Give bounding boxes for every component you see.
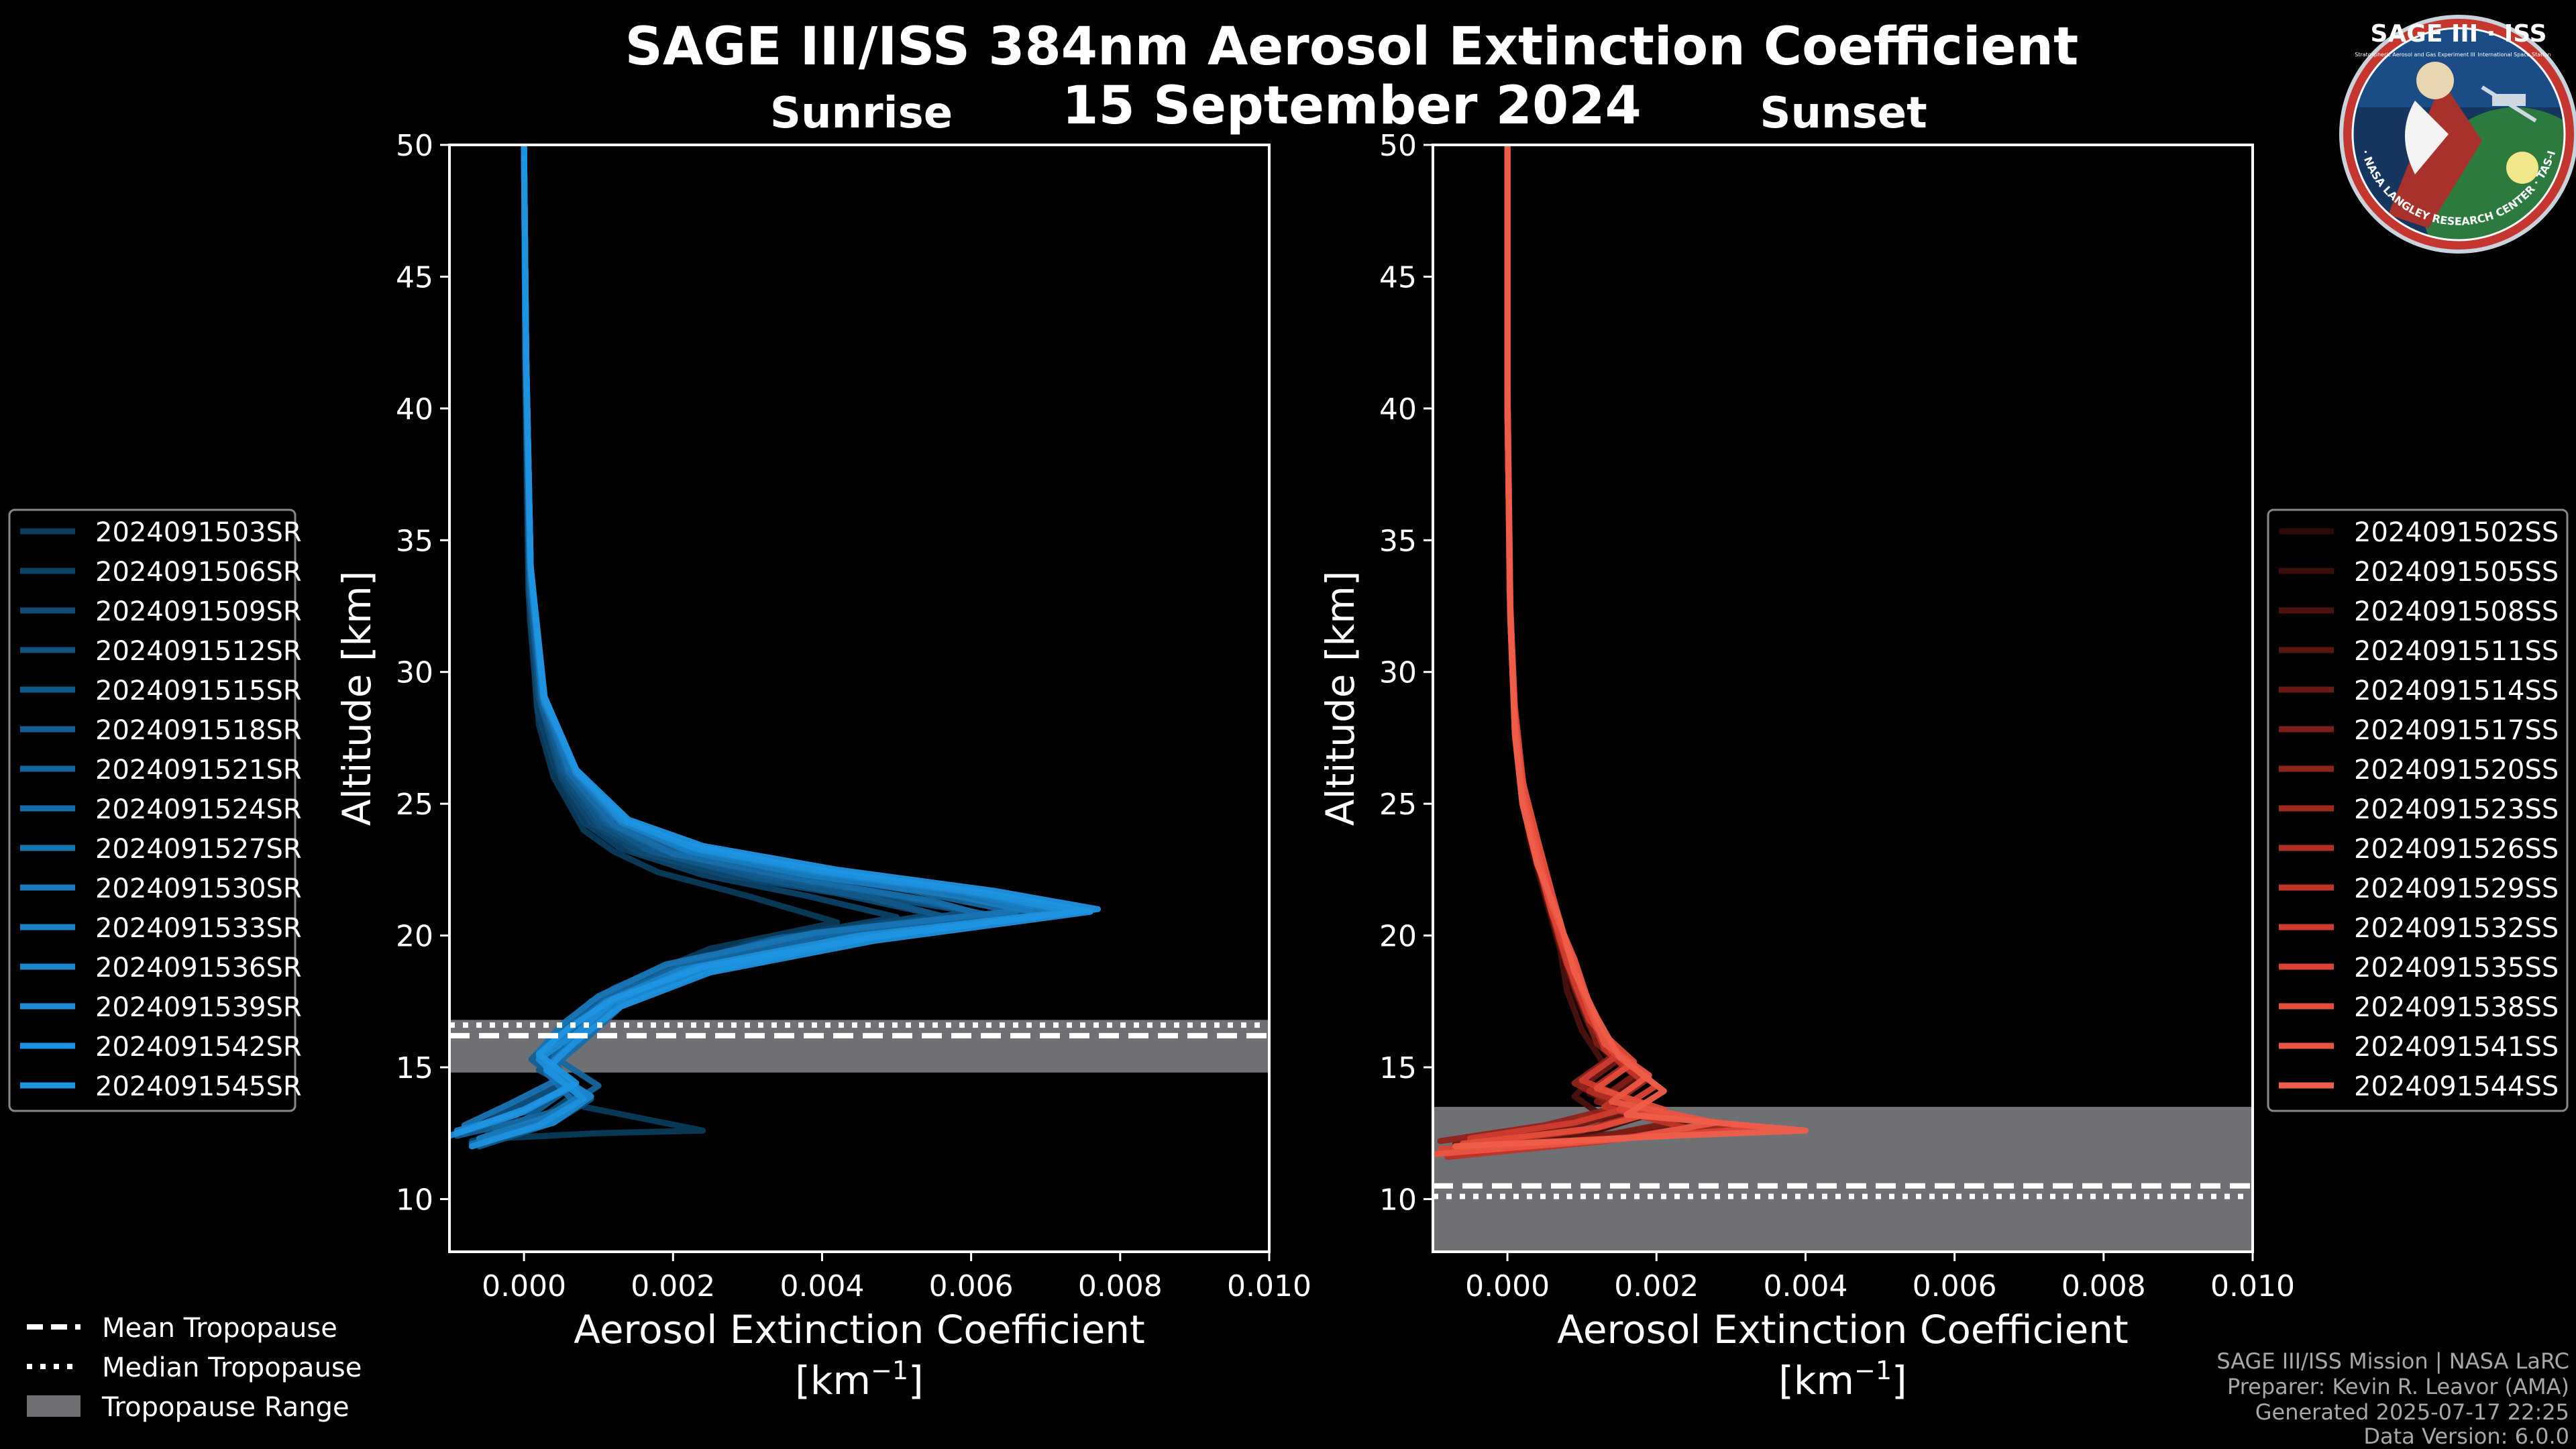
sunrise-y-tick-label: 25 <box>396 788 433 822</box>
series-line-2024091545SR <box>453 145 1101 1136</box>
credits: SAGE III/ISS Mission | NASA LaRC Prepare… <box>2216 1348 2569 1449</box>
sunset-series-group <box>1433 145 1809 1161</box>
legend-label-2024091514SS: 2024091514SS <box>2354 676 2559 706</box>
sunrise-legend-frame <box>8 508 297 1112</box>
sunrise-x-tick-label: 0.002 <box>631 1269 715 1303</box>
legend-label-2024091539SR: 2024091539SR <box>95 992 302 1023</box>
legend-label-2024091505SS: 2024091505SS <box>2354 557 2559 588</box>
legend-label-2024091524SR: 2024091524SR <box>95 794 302 825</box>
sunrise-legend: 2024091503SR 2024091506SR 2024091509SR 2024… <box>8 508 302 1112</box>
sunrise-x-axis-label: Aerosol Extinction Coefficient <box>574 1307 1145 1352</box>
sunset-chart-panel: 0.000 0.002 0.004 0.006 0.008 0.010 10 15 20 25 30… <box>1318 129 2295 1403</box>
sunrise-y-tick-label: 30 <box>396 656 433 690</box>
sunrise-y-tick-label: 35 <box>396 524 433 558</box>
sunset-y-tick-label: 20 <box>1379 920 1417 954</box>
legend-label-2024091515SR: 2024091515SR <box>95 676 302 706</box>
legend-label-2024091518SR: 2024091518SR <box>95 715 302 746</box>
sunset-x-axis-label: Aerosol Extinction Coefficient <box>1557 1307 2129 1352</box>
sunset-x-tick-label: 0.000 <box>1465 1269 1550 1303</box>
sunrise-x-axis-unit: [km−1] <box>795 1356 923 1403</box>
sun-icon <box>2506 152 2538 184</box>
sunrise-x-tick-label: 0.008 <box>1078 1269 1163 1303</box>
credit-preparer: Preparer: Kevin R. Leavor (AMA) <box>2227 1374 2569 1399</box>
credit-mission: SAGE III/ISS Mission | NASA LaRC <box>2216 1348 2569 1374</box>
legend-label-2024091532SS: 2024091532SS <box>2354 913 2559 944</box>
legend-label-2024091523SS: 2024091523SS <box>2354 794 2559 825</box>
legend-label-2024091536SR: 2024091536SR <box>95 953 302 983</box>
sunset-y-tick-label: 10 <box>1379 1183 1417 1217</box>
legend-label-2024091529SS: 2024091529SS <box>2354 873 2559 904</box>
tropopause-range-swatch <box>27 1395 80 1417</box>
legend-label-2024091541SS: 2024091541SS <box>2354 1032 2559 1063</box>
legend-label-2024091517SS: 2024091517SS <box>2354 715 2559 746</box>
median-tropopause-label: Median Tropopause <box>102 1352 362 1383</box>
legend-label-2024091509SR: 2024091509SR <box>95 596 302 627</box>
sunrise-chart-panel: 0.000 0.002 0.004 0.006 0.008 0.010 10 15 20 25 30… <box>334 129 1311 1403</box>
logo-desc-right: International Space Station <box>2478 52 2551 58</box>
sunrise-x-tick-label: 0.006 <box>929 1269 1014 1303</box>
sunrise-axes-frame <box>448 144 1271 1253</box>
sunset-legend: 2024091502SS 2024091505SS 2024091508SS 2024… <box>2267 508 2569 1112</box>
sunset-y-tick-label: 40 <box>1379 392 1417 427</box>
sunset-x-tick-label: 0.002 <box>1614 1269 1699 1303</box>
legend-label-2024091512SR: 2024091512SR <box>95 636 302 667</box>
sunset-x-tick-label: 0.006 <box>1913 1269 1997 1303</box>
legend-label-2024091502SS: 2024091502SS <box>2354 517 2559 548</box>
sunset-x-tick-label: 0.010 <box>2210 1269 2295 1303</box>
sunset-y-axis-label: Altitude [km] <box>1318 571 1363 826</box>
series-line-2024091544SS <box>1452 145 1809 1150</box>
sunrise-y-tick-label: 40 <box>396 392 433 427</box>
sunset-legend-frame <box>2267 508 2569 1112</box>
legend-label-2024091503SR: 2024091503SR <box>95 517 302 548</box>
sunset-x-tick-label: 0.008 <box>2061 1269 2146 1303</box>
legend-label-2024091530SR: 2024091530SR <box>95 873 302 904</box>
sunset-y-tick-label: 35 <box>1379 524 1417 558</box>
legend-label-2024091542SR: 2024091542SR <box>95 1032 302 1063</box>
sunset-axes-frame <box>1432 144 2254 1253</box>
sunrise-y-tick-label: 50 <box>396 129 433 163</box>
sunset-y-tick-label: 30 <box>1379 656 1417 690</box>
figure-title: SAGE III/ISS 384nm Aerosol Extinction Co… <box>625 17 2079 77</box>
credit-version: Data Version: 6.0.0 <box>2363 1424 2569 1449</box>
legend-label-2024091545SR: 2024091545SR <box>95 1071 302 1102</box>
sunset-y-tick-label: 25 <box>1379 788 1417 822</box>
tropopause-legend: Mean Tropopause Median Tropopause Tropop… <box>27 1313 362 1423</box>
logo-desc-left: Stratospheric Aerosol and Gas Experiment… <box>2355 52 2475 58</box>
legend-label-2024091533SR: 2024091533SR <box>95 913 302 944</box>
sunset-y-tick-label: 45 <box>1379 260 1417 294</box>
legend-label-2024091506SR: 2024091506SR <box>95 557 302 588</box>
legend-label-2024091544SS: 2024091544SS <box>2354 1071 2559 1102</box>
sunset-x-axis-unit: [km−1] <box>1778 1356 1907 1403</box>
sunrise-y-tick-label: 45 <box>396 260 433 294</box>
sunrise-panel-title: Sunrise <box>770 89 953 138</box>
sunrise-x-tick-label: 0.000 <box>482 1269 566 1303</box>
sunrise-y-tick-label: 10 <box>396 1183 433 1217</box>
sunrise-y-tick-label: 20 <box>396 920 433 954</box>
legend-label-2024091511SS: 2024091511SS <box>2354 636 2559 667</box>
sunset-x-tick-label: 0.004 <box>1763 1269 1847 1303</box>
legend-label-2024091526SS: 2024091526SS <box>2354 834 2559 865</box>
sunset-y-tick-label: 15 <box>1379 1051 1417 1085</box>
legend-label-2024091527SR: 2024091527SR <box>95 834 302 865</box>
sunrise-series-group <box>449 145 1101 1150</box>
sunrise-x-tick-label: 0.010 <box>1227 1269 1311 1303</box>
sunrise-x-tick-label: 0.004 <box>780 1269 864 1303</box>
legend-label-2024091538SS: 2024091538SS <box>2354 992 2559 1023</box>
sunrise-y-axis-label: Altitude [km] <box>334 571 380 826</box>
legend-label-2024091520SS: 2024091520SS <box>2354 755 2559 786</box>
figure-date: 15 September 2024 <box>1062 76 1642 136</box>
legend-label-2024091535SS: 2024091535SS <box>2354 953 2559 983</box>
legend-label-2024091508SS: 2024091508SS <box>2354 596 2559 627</box>
sunset-panel-title: Sunset <box>1760 89 1927 138</box>
tropopause-range-label: Tropopause Range <box>101 1392 350 1423</box>
logo-title: SAGE III · ISS <box>2370 20 2546 48</box>
sunset-y-tick-label: 50 <box>1379 129 1417 163</box>
credit-generated: Generated 2025-07-17 22:25 <box>2255 1399 2569 1425</box>
mean-tropopause-label: Mean Tropopause <box>102 1313 337 1344</box>
legend-label-2024091521SR: 2024091521SR <box>95 755 302 786</box>
sunrise-y-tick-label: 15 <box>396 1051 433 1085</box>
